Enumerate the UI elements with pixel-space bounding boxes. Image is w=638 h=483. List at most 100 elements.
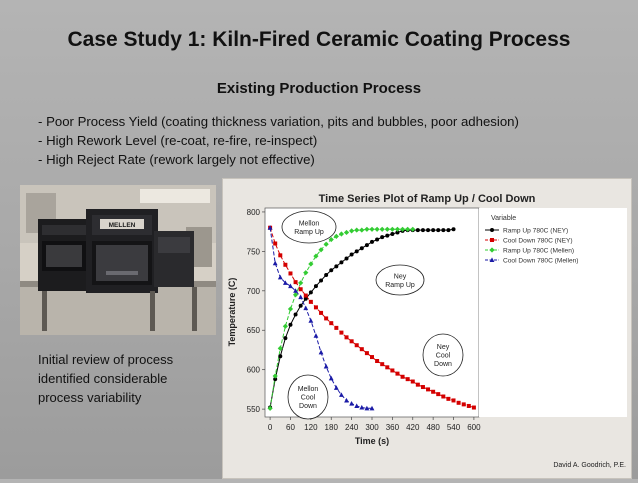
series-point-4 — [323, 363, 329, 369]
series-point-4 — [344, 397, 349, 403]
x-tick-label: 120 — [304, 423, 318, 432]
series-point-2 — [415, 382, 420, 387]
callout-text: Down — [434, 361, 452, 368]
callout-text: Ramp Up — [294, 229, 324, 236]
series-point-1 — [288, 322, 293, 327]
x-tick-label: 420 — [406, 423, 420, 432]
x-tick-label: 540 — [447, 423, 461, 432]
x-tick-label: 600 — [467, 423, 481, 432]
series-point-4 — [333, 385, 339, 390]
callout-text: Down — [299, 403, 317, 410]
series-point-1 — [415, 228, 420, 233]
series-point-2 — [339, 330, 344, 335]
series-point-2 — [390, 368, 395, 373]
callout-text: Mellon — [298, 386, 319, 393]
series-point-2 — [298, 287, 303, 292]
y-axis-label: Temperature (C) — [227, 278, 237, 347]
y-tick-label: 750 — [247, 247, 261, 256]
series-point-3 — [303, 270, 309, 276]
series-point-3 — [328, 236, 334, 243]
series-point-1 — [420, 228, 425, 233]
series-point-1 — [298, 303, 303, 308]
series-point-2 — [288, 271, 293, 276]
bullet-item: High Rework Level (re-coat, re-fire, re-… — [38, 131, 519, 150]
series-point-2 — [329, 321, 334, 326]
x-tick-label: 60 — [286, 423, 295, 432]
chart-title: Time Series Plot of Ramp Up / Cool Down — [319, 193, 536, 205]
legend-entry: Cool Down 780C (Mellen) — [503, 258, 579, 265]
series-point-2 — [273, 241, 278, 246]
series-point-1 — [364, 243, 369, 248]
legend-swatch-marker — [489, 247, 495, 253]
series-point-2 — [278, 253, 283, 258]
series-point-4 — [303, 305, 309, 311]
series-point-1 — [385, 233, 390, 238]
series-point-3 — [354, 227, 360, 233]
series-point-4 — [308, 318, 314, 323]
series-point-1 — [313, 284, 318, 289]
series-point-4 — [298, 294, 304, 300]
series-point-1 — [426, 228, 431, 233]
series-point-2 — [395, 371, 400, 376]
series-point-4 — [328, 375, 334, 381]
legend-swatch-marker — [489, 257, 495, 262]
x-tick-label: 300 — [365, 423, 379, 432]
x-tick-label: 0 — [268, 423, 273, 432]
legend-entry: Cool Down 780C (NEY) — [503, 238, 573, 245]
series-point-4 — [313, 333, 319, 338]
y-tick-label: 600 — [247, 366, 261, 375]
series-point-2 — [308, 299, 313, 304]
callout-ney-ramp-up — [375, 264, 425, 296]
footer-author: David A. Goodrich, P.E. — [553, 462, 626, 469]
y-tick-label: 700 — [247, 287, 261, 296]
series-point-4 — [364, 405, 370, 411]
callout-text: Ramp Up — [385, 282, 415, 289]
series-point-2 — [324, 316, 329, 321]
bullet-item: High Reject Rate (rework largely not eff… — [38, 150, 519, 169]
series-point-2 — [436, 392, 441, 397]
callout-text: Cool — [436, 353, 451, 360]
series-line-2 — [269, 227, 475, 408]
series-point-2 — [426, 387, 431, 392]
series-point-2 — [334, 325, 339, 330]
series-point-1 — [273, 377, 278, 382]
series-point-2 — [451, 398, 456, 403]
slide-subtitle: Existing Production Process — [216, 80, 422, 97]
series-point-1 — [446, 228, 451, 233]
callout-text: Ney — [437, 344, 450, 351]
series-point-3 — [384, 226, 390, 232]
series-point-1 — [395, 230, 400, 235]
series-point-2 — [461, 402, 466, 407]
series-point-4 — [267, 225, 273, 230]
callout-mellon-ramp-up — [281, 210, 337, 244]
series-point-1 — [283, 336, 288, 341]
time-series-chart: Time Series Plot of Ramp Up / Cool Down … — [222, 178, 632, 479]
series-point-4 — [369, 405, 375, 411]
series-point-2 — [354, 343, 359, 348]
callout-text: Cool — [301, 395, 316, 402]
series-point-3 — [359, 227, 365, 233]
series-point-1 — [303, 296, 308, 301]
series-point-1 — [390, 232, 395, 237]
legend-swatch-marker — [490, 228, 494, 232]
series-point-1 — [329, 268, 334, 273]
series-point-1 — [278, 354, 283, 359]
kiln-photo: MELLEN — [20, 185, 216, 335]
series-point-4 — [272, 260, 278, 266]
series-point-1 — [441, 228, 446, 233]
series-point-4 — [339, 392, 344, 397]
callout-mellon-cool-down — [287, 374, 329, 420]
series-point-1 — [308, 290, 313, 295]
slide-title: Case Study 1: Kiln-Fired Ceramic Coating… — [67, 28, 571, 51]
x-tick-label: 240 — [345, 423, 359, 432]
series-point-2 — [405, 377, 410, 382]
series-point-2 — [471, 405, 476, 410]
series-point-2 — [303, 293, 308, 298]
series-point-2 — [385, 365, 390, 370]
y-tick-label: 550 — [247, 405, 261, 414]
series-point-4 — [282, 280, 288, 285]
series-point-2 — [456, 400, 461, 405]
x-tick-label: 480 — [426, 423, 440, 432]
series-point-1 — [431, 228, 436, 233]
series-point-1 — [451, 227, 456, 232]
